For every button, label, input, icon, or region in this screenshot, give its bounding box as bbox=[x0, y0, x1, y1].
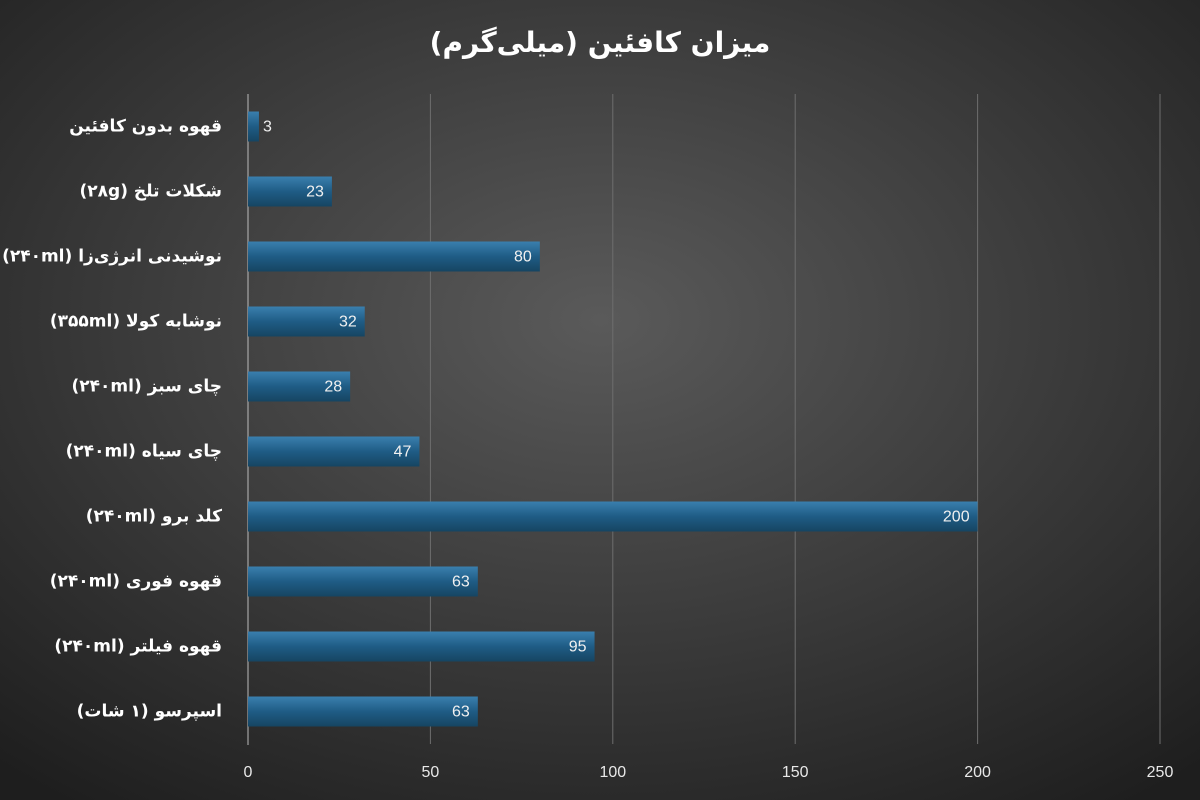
y-tick-label: چای سبز (۲۴۰ml) bbox=[71, 377, 222, 397]
value-label: 63 bbox=[452, 704, 470, 721]
value-label: 200 bbox=[943, 509, 970, 526]
y-tick-label: شکلات تلخ (۲۸g) bbox=[80, 182, 222, 202]
y-tick-label: قهوه فیلتر (۲۴۰ml) bbox=[54, 637, 222, 657]
y-tick-label: چای سیاه (۲۴۰ml) bbox=[66, 442, 222, 462]
value-label: 95 bbox=[569, 639, 587, 656]
y-tick-label: قهوه فوری (۲۴۰ml) bbox=[50, 572, 222, 592]
y-tick-label: کلد برو (۲۴۰ml) bbox=[86, 507, 222, 527]
x-tick-label: 100 bbox=[599, 764, 626, 781]
bar bbox=[248, 631, 595, 662]
value-label: 23 bbox=[306, 184, 324, 201]
bar bbox=[248, 176, 332, 207]
bar bbox=[248, 501, 978, 532]
y-tick-label: نوشابه کولا (۳۵۵ml) bbox=[50, 312, 222, 332]
bar bbox=[248, 111, 259, 142]
bar bbox=[248, 371, 351, 402]
bar bbox=[248, 306, 365, 337]
chart-title: میزان کافئین (میلی‌گرم) bbox=[430, 26, 771, 59]
x-tick-label: 250 bbox=[1147, 764, 1174, 781]
bar bbox=[248, 566, 478, 597]
y-tick-label: قهوه بدون کافئین bbox=[69, 117, 222, 137]
value-label: 3 bbox=[263, 119, 272, 136]
x-tick-label: 200 bbox=[964, 764, 991, 781]
value-label: 80 bbox=[514, 249, 532, 266]
bar bbox=[248, 241, 540, 272]
value-label: 63 bbox=[452, 574, 470, 591]
y-tick-label: نوشیدنی انرژی‌زا (۲۴۰ml) bbox=[2, 247, 222, 267]
x-tick-label: 50 bbox=[422, 764, 440, 781]
bar bbox=[248, 436, 420, 467]
y-tick-label: اسپرسو (۱ شات) bbox=[77, 702, 222, 722]
value-label: 28 bbox=[324, 379, 342, 396]
x-tick-label: 0 bbox=[244, 764, 253, 781]
bar bbox=[248, 696, 478, 727]
x-tick-label: 150 bbox=[782, 764, 809, 781]
value-label: 47 bbox=[394, 444, 412, 461]
value-label: 32 bbox=[339, 314, 357, 331]
